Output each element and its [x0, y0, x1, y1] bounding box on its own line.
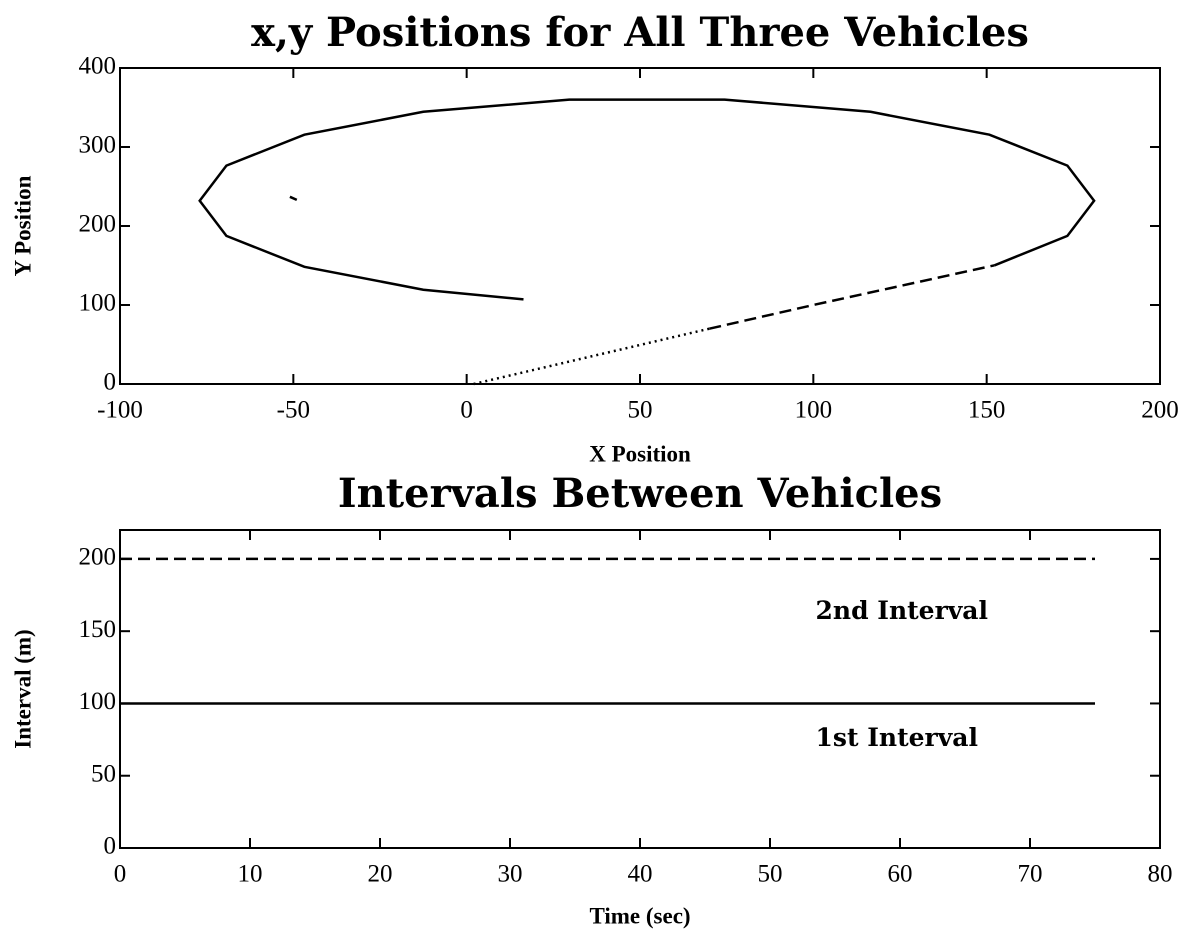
- y-tick-label: 300: [79, 132, 117, 159]
- y-axis-label: Interval (m): [10, 629, 35, 748]
- chart-title: x,y Positions for All Three Vehicles: [251, 9, 1029, 56]
- y-axis-label: Y Position: [10, 175, 35, 276]
- y-tick-label: 50: [91, 760, 116, 787]
- x-tick-label: 60: [888, 861, 913, 888]
- y-tick-label: 100: [79, 688, 117, 715]
- x-tick-label: 200: [1141, 397, 1179, 424]
- x-tick-label: 0: [114, 861, 127, 888]
- data-line: [473, 327, 710, 386]
- x-tick-label: 70: [1018, 861, 1043, 888]
- x-tick-label: 10: [238, 861, 263, 888]
- data-line: [198, 98, 1096, 301]
- y-tick-label: 0: [104, 369, 117, 396]
- x-tick-label: 100: [795, 397, 833, 424]
- x-tick-label: 0: [460, 397, 473, 424]
- y-tick-label: 150: [79, 616, 117, 643]
- x-tick-label: 150: [968, 397, 1006, 424]
- x-tick-label: 50: [758, 861, 783, 888]
- annotation: 2nd Interval: [816, 596, 988, 625]
- x-tick-label: 80: [1148, 861, 1173, 888]
- x-tick-label: 40: [628, 861, 653, 888]
- y-tick-label: 200: [79, 544, 117, 571]
- y-tick-label: 100: [79, 290, 117, 317]
- data-line: [289, 195, 298, 202]
- x-tick-label: 50: [628, 397, 653, 424]
- chart-title: Intervals Between Vehicles: [338, 470, 942, 517]
- plot-frame: [119, 529, 1161, 849]
- plot-frame: [119, 67, 1161, 385]
- y-tick-label: 0: [104, 833, 117, 860]
- data-line: [709, 264, 995, 330]
- x-tick-label: -50: [277, 397, 310, 424]
- x-tick-label: -100: [97, 397, 143, 424]
- x-axis-label: Time (sec): [589, 903, 690, 928]
- y-tick-label: 200: [79, 211, 117, 238]
- x-tick-label: 20: [368, 861, 393, 888]
- y-tick-label: 400: [79, 53, 117, 80]
- annotation: 1st Interval: [816, 723, 978, 752]
- x-axis-label: X Position: [589, 441, 691, 466]
- x-tick-label: 30: [498, 861, 523, 888]
